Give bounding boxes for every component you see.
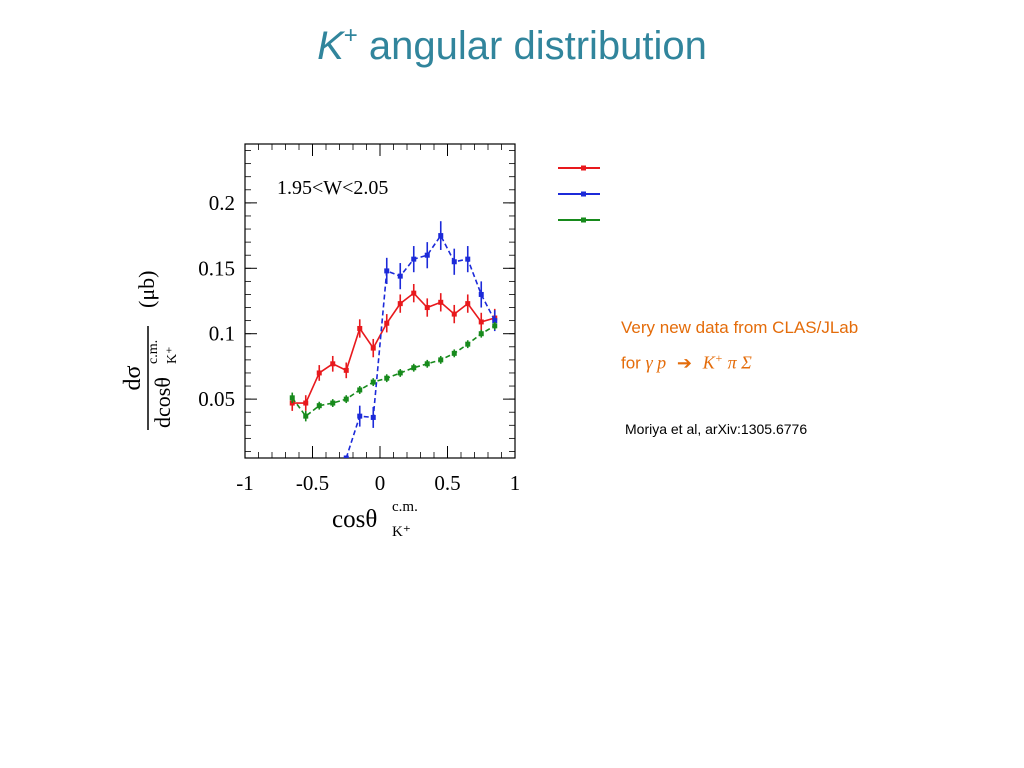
x-axis-label-sub: K⁺ [392, 524, 411, 540]
data-point [303, 413, 309, 419]
data-point [357, 325, 363, 331]
x-tick-label: 0.5 [434, 471, 460, 495]
data-point [451, 311, 457, 317]
y-label-den-sup: c.m. [146, 340, 161, 364]
data-point [370, 345, 376, 351]
data-point [411, 365, 417, 371]
y-axis-label: dσ dcosθ c.m. K⁺ (μb) [120, 271, 180, 430]
reference-citation: Moriya et al, arXiv:1305.6776 [625, 421, 808, 437]
series-line [345, 234, 496, 458]
data-point [424, 252, 430, 258]
data-point [478, 319, 484, 325]
w-range-annotation: 1.95<W<2.05 [277, 177, 388, 199]
note-line-2: for γ p ➔ K+ π Σ [621, 343, 858, 379]
data-point [438, 299, 444, 305]
x-tick-label: -0.5 [296, 471, 329, 495]
data-point [411, 256, 417, 262]
data-point [397, 273, 403, 279]
data-point [370, 414, 376, 420]
data-point [343, 396, 349, 402]
data-point [492, 318, 498, 324]
data-point [492, 323, 498, 329]
data-source-note: Very new data from CLAS/JLab for γ p ➔ K… [621, 313, 858, 379]
arrow-icon: ➔ [676, 352, 692, 373]
data-point [465, 256, 471, 262]
data-point [384, 320, 390, 326]
x-tick-label: 0 [375, 471, 386, 495]
data-point [438, 357, 444, 363]
title-symbol: K [317, 24, 344, 68]
legend-marker [581, 191, 586, 197]
data-point [424, 305, 430, 311]
data-point [357, 387, 363, 393]
data-point [330, 400, 336, 406]
reaction-initial-state: γ p [645, 352, 667, 373]
x-tick-label: -1 [236, 471, 254, 495]
data-point [465, 301, 471, 307]
data-point [478, 291, 484, 297]
data-point [438, 233, 444, 239]
data-point [465, 341, 471, 347]
y-label-unit: (μb) [134, 271, 159, 308]
reaction-kaon: K [702, 352, 715, 373]
y-label-denominator: dcosθ [150, 377, 175, 428]
y-label-den-sub: K⁺ [165, 347, 180, 365]
title-text: angular distribution [368, 24, 707, 68]
y-label-numerator: dσ [120, 365, 146, 390]
series-line [292, 292, 495, 404]
legend-marker [581, 165, 586, 171]
data-point [343, 455, 349, 458]
data-point [397, 370, 403, 376]
x-tick-label: 1 [510, 471, 521, 495]
x-axis-label: cosθ [332, 506, 377, 533]
data-point [303, 400, 309, 406]
data-point [424, 361, 430, 367]
series-0 [289, 283, 498, 411]
slide-title: K+ angular distribution [0, 22, 1024, 69]
data-point [370, 379, 376, 385]
series-line [291, 325, 496, 418]
y-tick-label: 0.15 [198, 256, 235, 280]
data-point [384, 375, 390, 381]
reaction-final-rest: π Σ [727, 352, 752, 373]
data-point [343, 367, 349, 373]
reaction-kaon-charge: + [714, 351, 723, 365]
y-tick-label: 0.1 [209, 322, 235, 346]
angular-distribution-chart: -1 -0.5 0 0.5 1 0.05 0.1 0.15 0.2 1.95<W<2.05 cosθ… [120, 143, 600, 540]
data-point [357, 413, 363, 419]
series-1 [343, 221, 498, 458]
data-point [397, 301, 403, 307]
data-point [451, 259, 457, 265]
y-tick-label: 0.05 [198, 387, 235, 411]
data-point [478, 331, 484, 337]
data-point [316, 370, 322, 376]
data-point [316, 403, 322, 409]
note-line-1: Very new data from CLAS/JLab [621, 318, 859, 337]
data-point [451, 350, 457, 356]
data-point [411, 290, 417, 296]
data-point [289, 395, 295, 401]
series-2 [289, 321, 498, 422]
data-point [330, 361, 336, 367]
legend-marker [581, 217, 586, 223]
data-point [384, 268, 390, 274]
y-tick-label: 0.2 [209, 191, 235, 215]
title-superscript: + [343, 22, 358, 49]
note-for: for [621, 353, 641, 373]
x-axis-label-sup: c.m. [392, 499, 418, 515]
